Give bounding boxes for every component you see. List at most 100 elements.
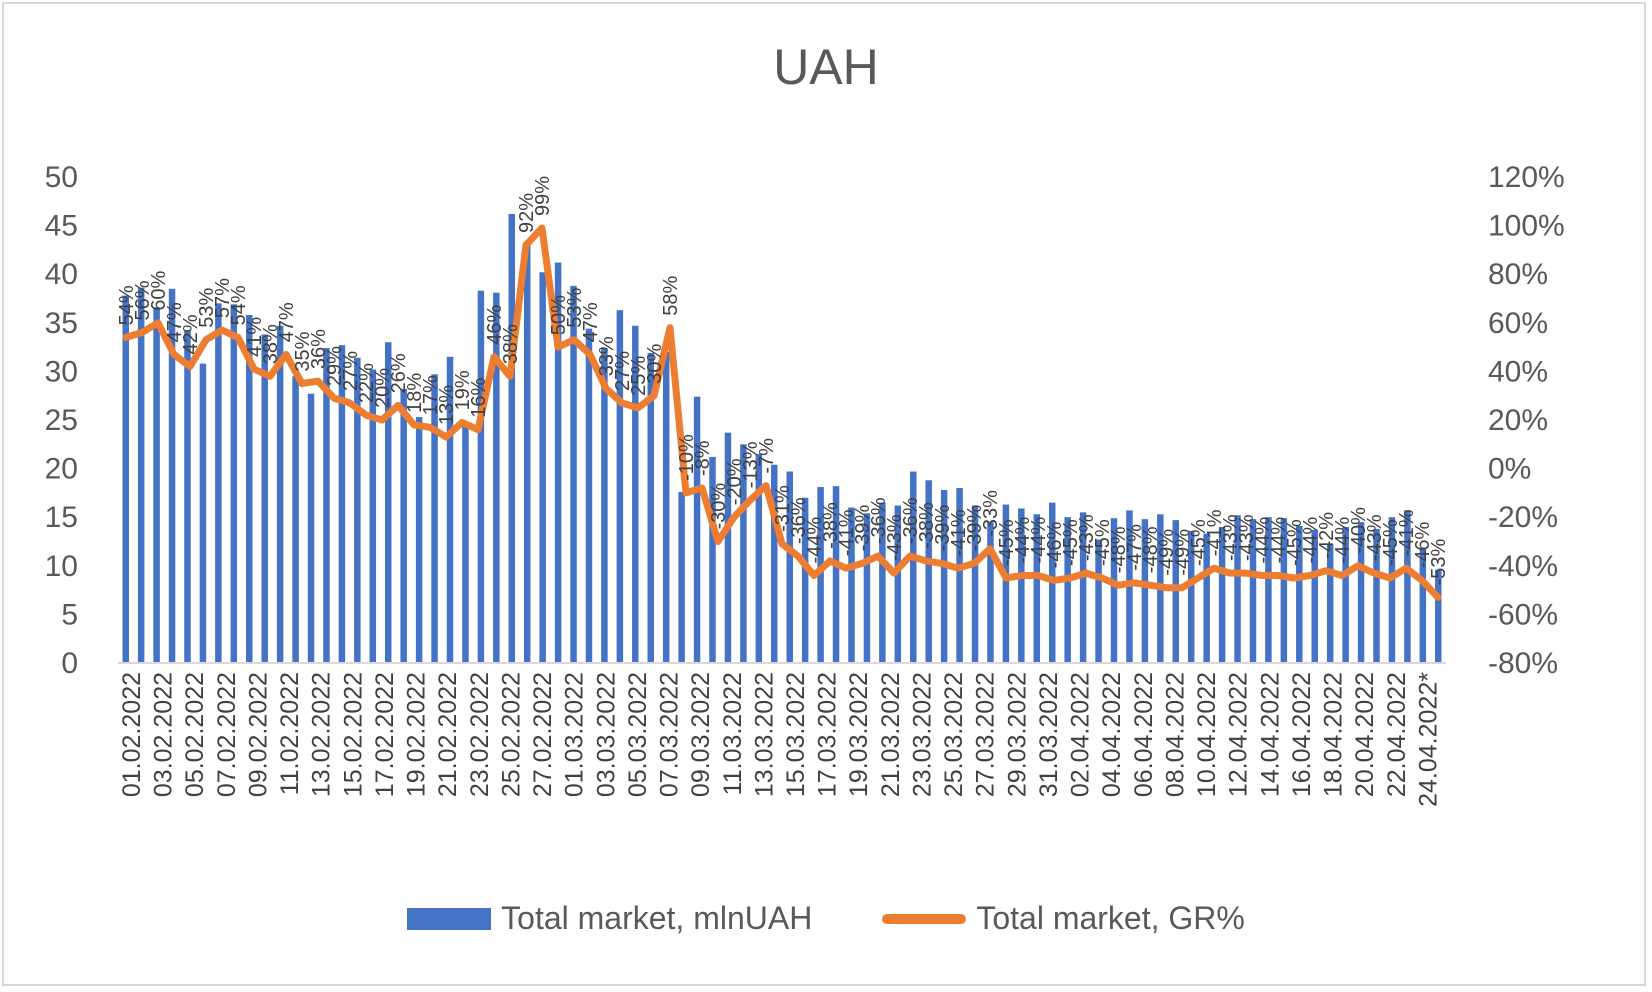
line-point xyxy=(733,516,735,518)
line-point xyxy=(845,567,847,569)
line-point xyxy=(173,353,175,355)
legend-swatch-bars xyxy=(407,907,492,930)
line-point xyxy=(781,543,783,545)
line-point xyxy=(285,353,287,355)
line-point xyxy=(877,555,879,557)
legend-item-line: Total market, GR% xyxy=(882,900,1245,937)
line-point xyxy=(621,402,623,404)
line-point xyxy=(1357,565,1359,567)
line-point xyxy=(413,424,415,426)
x-tick-label: 03.03.2022 xyxy=(592,672,620,797)
line-point xyxy=(237,336,239,338)
x-tick-label: 29.03.2022 xyxy=(1003,672,1031,797)
line-point xyxy=(1437,596,1439,598)
bar xyxy=(508,213,516,663)
bar xyxy=(740,444,747,663)
y-right-tick-label: -20% xyxy=(1488,501,1558,534)
x-tick-label: 21.03.2022 xyxy=(877,672,905,797)
gr-data-label: -36% xyxy=(788,497,810,544)
bar xyxy=(168,288,176,663)
bar xyxy=(1296,525,1303,663)
gr-data-label: -44% xyxy=(1332,517,1354,564)
x-tick-label: 06.04.2022 xyxy=(1130,672,1158,797)
y-right-tick-label: -60% xyxy=(1488,598,1558,631)
bar xyxy=(1064,517,1071,663)
gr-data-label: -45% xyxy=(1092,519,1114,566)
gr-data-label: -53% xyxy=(1428,538,1450,585)
line-point xyxy=(125,336,127,338)
x-tick-label: 27.02.2022 xyxy=(529,672,557,797)
legend-swatch-line xyxy=(882,913,967,924)
bar xyxy=(971,505,979,663)
y-left-tick-label: 45 xyxy=(45,210,78,243)
gr-data-label: 38% xyxy=(260,324,282,364)
x-axis: 01.02.2022 03.02.2022 05.02.2022 07.02.2022… xyxy=(118,672,1442,807)
x-tick-label: 15.02.2022 xyxy=(339,672,367,797)
y-right-tick-label: 20% xyxy=(1488,404,1548,437)
gr-data-label: -43% xyxy=(884,514,906,561)
line-point xyxy=(1165,587,1167,589)
gr-data-label: -45% xyxy=(1188,519,1210,566)
bar xyxy=(940,489,948,663)
gr-data-label: 38% xyxy=(500,324,522,364)
y-left-tick-label: 50 xyxy=(45,161,78,194)
line-point xyxy=(1261,575,1263,577)
line-point xyxy=(1213,567,1215,569)
gr-data-label: -43% xyxy=(1220,514,1242,561)
bar xyxy=(400,388,407,663)
line-point xyxy=(493,356,495,358)
bar xyxy=(817,487,824,663)
x-tick-label: 10.04.2022 xyxy=(1193,672,1221,797)
gr-data-label: 17% xyxy=(420,375,442,415)
gr-data-label: -39% xyxy=(964,504,986,551)
gr-data-label: -41% xyxy=(948,509,970,556)
gr-data-label: -43% xyxy=(1364,514,1386,561)
bar xyxy=(1280,518,1288,663)
gr-data-label: 29% xyxy=(324,346,346,386)
line-point xyxy=(829,560,831,562)
x-tick-label: 16.04.2022 xyxy=(1288,672,1316,797)
gr-data-label: 47% xyxy=(164,302,186,342)
x-tick-label: 05.02.2022 xyxy=(181,672,209,797)
bar xyxy=(1249,519,1257,663)
line-point xyxy=(333,397,335,399)
x-tick-label: 13.02.2022 xyxy=(308,672,336,797)
line-point xyxy=(205,339,207,341)
line-point xyxy=(141,332,143,334)
gr-data-label: 58% xyxy=(660,275,682,315)
gr-data-label: -41% xyxy=(836,509,858,556)
line-point xyxy=(1101,577,1103,579)
bar xyxy=(199,363,207,663)
y-left-tick-label: 35 xyxy=(45,307,78,340)
gr-data-label: 47% xyxy=(580,302,602,342)
x-tick-label: 22.04.2022 xyxy=(1383,672,1411,797)
bar xyxy=(647,352,654,663)
line-point xyxy=(269,375,271,377)
gr-data-label: 30% xyxy=(644,343,666,383)
line-point xyxy=(1181,587,1183,589)
bar xyxy=(1002,504,1010,663)
gr-data-label: -39% xyxy=(852,504,874,551)
bar xyxy=(1203,533,1210,663)
gr-data-label: -13% xyxy=(740,441,762,488)
line-point xyxy=(1197,577,1199,579)
bar xyxy=(276,325,284,663)
line-point xyxy=(365,414,367,416)
bar xyxy=(1234,515,1241,663)
x-tick-label: 05.03.2022 xyxy=(624,672,652,797)
line-point xyxy=(557,346,559,348)
x-tick-label: 13.03.2022 xyxy=(750,672,778,797)
gr-data-label: -49% xyxy=(1172,529,1194,576)
gr-data-label: -44% xyxy=(1300,517,1322,564)
gr-data-label: -10% xyxy=(676,434,698,481)
bar xyxy=(632,325,639,663)
bar xyxy=(446,356,454,663)
bar xyxy=(1218,526,1226,663)
bar xyxy=(724,432,732,663)
line-point xyxy=(477,429,479,431)
x-tick-label: 27.03.2022 xyxy=(972,672,1000,797)
gr-data-label: -41% xyxy=(1204,509,1226,556)
bar xyxy=(693,396,701,663)
gr-data-label: -33% xyxy=(980,490,1002,537)
x-tick-label: 02.04.2022 xyxy=(1067,672,1095,797)
